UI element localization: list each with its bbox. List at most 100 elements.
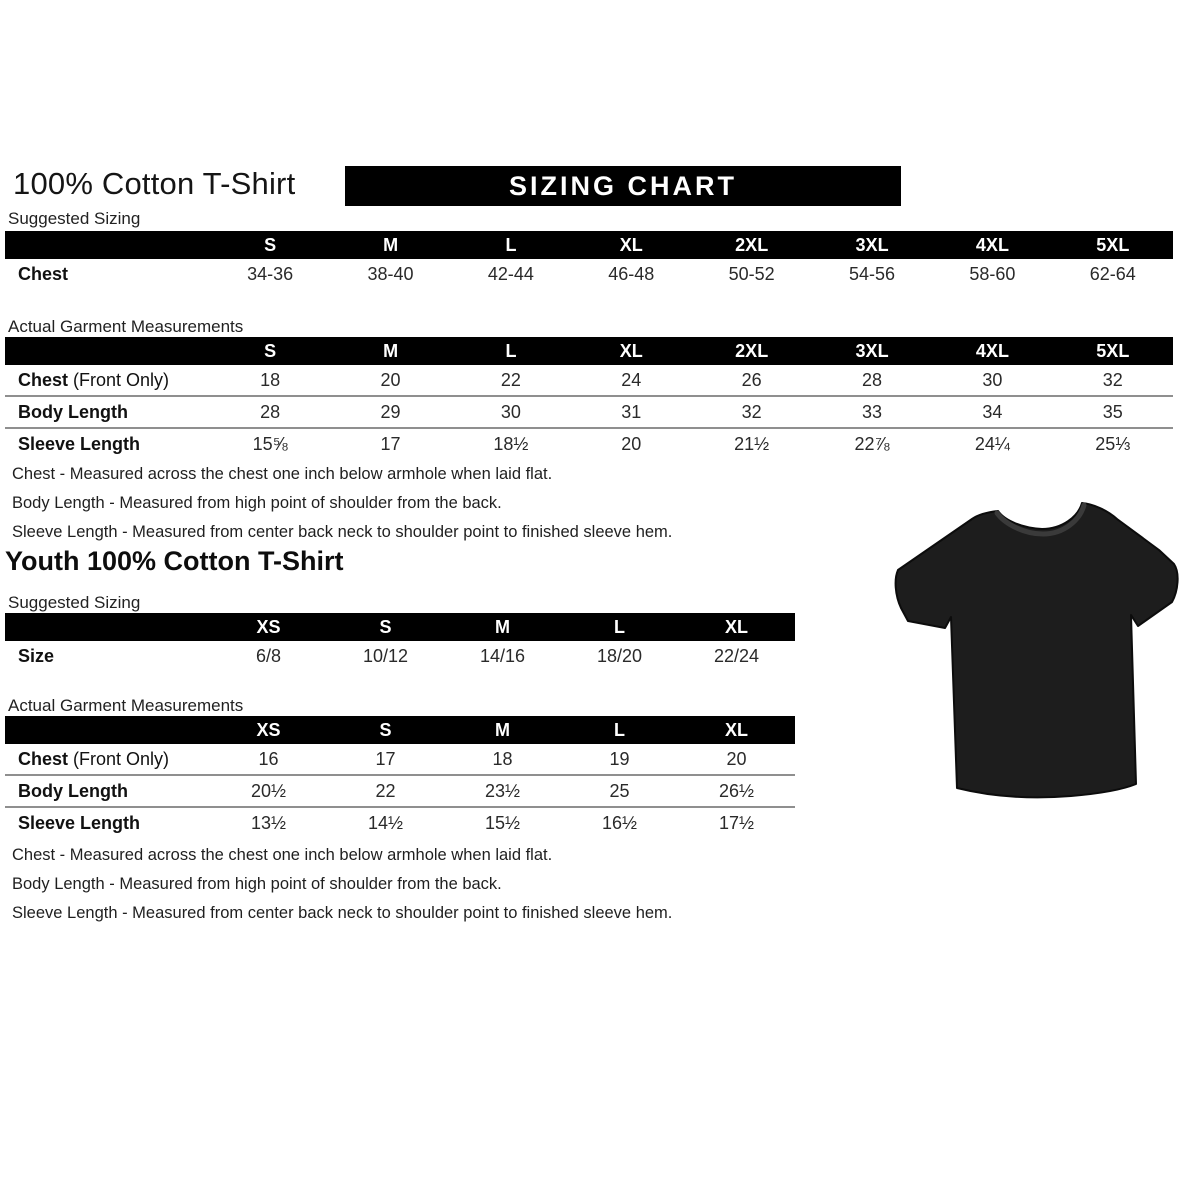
size-column-header: L	[505, 234, 517, 255]
measurement-value: 32	[1102, 369, 1123, 390]
measurement-value: 20	[726, 748, 747, 769]
measurement-value: 22	[375, 780, 396, 801]
size-column-header: 3XL	[855, 340, 889, 361]
size-column-header: S	[379, 719, 392, 740]
table-row: Chest (Front Only) 16 17 18 19 20	[5, 744, 795, 774]
measurement-note: Sleeve Length - Measured from center bac…	[12, 523, 673, 541]
table-row: Sleeve Length 13½ 14½ 15½ 16½ 17½	[5, 806, 795, 838]
adult-suggested-sizing-table: S M L XL 2XL 3XL 4XL 5XL Chest 34-36 38-40 42-44 46-…	[5, 231, 1173, 289]
row-label: Chest	[18, 263, 69, 284]
youth-page-title: Youth 100% Cotton T-Shirt	[5, 546, 344, 576]
row-label: Chest (Front Only)	[18, 748, 170, 769]
measurement-value: 18½	[493, 433, 529, 454]
measurement-note: Chest - Measured across the chest one in…	[12, 465, 553, 483]
measurement-value: 31	[621, 401, 642, 422]
page-title: 100% Cotton T-Shirt	[13, 166, 296, 201]
row-label: Chest (Front Only)	[18, 369, 170, 390]
size-column-header: M	[495, 616, 510, 637]
size-column-header: XS	[256, 616, 281, 637]
adult-actual-measurements-table: S M L XL 2XL 3XL 4XL 5XL Chest (Front Only) 18 20 2…	[5, 337, 1173, 459]
measurement-value: 26	[741, 369, 762, 390]
table-header-row: XS S M L XL	[5, 613, 795, 641]
measurement-value: 21½	[734, 433, 770, 454]
size-column-header: M	[495, 719, 510, 740]
adult-measurement-notes: Chest - Measured across the chest one in…	[12, 460, 672, 547]
row-label: Sleeve Length	[18, 812, 141, 833]
measurement-value: 46-48	[608, 263, 655, 284]
adult-actual-measurements-label: Actual Garment Measurements	[8, 317, 244, 336]
measurement-value: 16	[258, 748, 279, 769]
size-column-header: XL	[619, 340, 643, 361]
table-header-row: XS S M L XL	[5, 716, 795, 744]
table-row: Body Length 28 29 30 31 32 33 34 35	[5, 395, 1173, 427]
size-column-header: S	[264, 340, 277, 361]
size-column-header: 4XL	[975, 340, 1009, 361]
row-label: Body Length	[18, 780, 128, 801]
size-column-header: S	[264, 234, 277, 255]
table-header-row: S M L XL 2XL 3XL 4XL 5XL	[5, 337, 1173, 365]
youth-measurement-notes: Chest - Measured across the chest one in…	[12, 841, 672, 928]
measurement-value: 18/20	[596, 645, 643, 666]
measurement-value: 34	[982, 401, 1003, 422]
table-header-row: S M L XL 2XL 3XL 4XL 5XL	[5, 231, 1173, 259]
youth-suggested-sizing-label: Suggested Sizing	[8, 593, 141, 612]
measurement-value: 19	[609, 748, 630, 769]
size-column-header: XL	[724, 719, 748, 740]
measurement-value: 10/12	[362, 645, 409, 666]
youth-suggested-sizing-table: XS S M L XL Size 6/8 10/12 14/16 18/20 22/24	[5, 613, 795, 671]
measurement-value: 16½	[601, 812, 638, 833]
measurement-value: 32	[741, 401, 762, 422]
measurement-value: 28	[260, 401, 281, 422]
measurement-value: 34-36	[247, 263, 294, 284]
size-column-header: L	[614, 616, 625, 637]
size-column-header: 3XL	[855, 234, 889, 255]
size-column-header: 4XL	[975, 234, 1009, 255]
size-column-header: 2XL	[735, 340, 769, 361]
measurement-value: 30	[982, 369, 1003, 390]
measurement-value: 14/16	[479, 645, 526, 666]
measurement-value: 58-60	[969, 263, 1016, 284]
measurement-value: 29	[380, 401, 401, 422]
measurement-value: 24	[621, 369, 642, 390]
measurement-value: 17	[380, 433, 401, 454]
table-row: Chest (Front Only) 18 20 22 24 26 28 30 32	[5, 365, 1173, 395]
measurement-value: 14½	[367, 812, 404, 833]
measurement-value: 22/24	[713, 645, 760, 666]
measurement-value: 35	[1102, 401, 1123, 422]
measurement-value: 23½	[484, 780, 521, 801]
measurement-value: 15⅝	[252, 433, 288, 454]
youth-actual-measurements-label: Actual Garment Measurements	[8, 696, 244, 715]
measurement-value: 13½	[250, 812, 287, 833]
size-column-header: 5XL	[1096, 234, 1130, 255]
size-column-header: M	[383, 234, 399, 255]
measurement-value: 20	[380, 369, 401, 390]
size-column-header: XL	[724, 616, 748, 637]
size-column-header: L	[614, 719, 625, 740]
measurement-value: 22	[500, 369, 521, 390]
measurement-value: 33	[862, 401, 883, 422]
measurement-value: 17½	[718, 812, 755, 833]
measurement-value: 54-56	[849, 263, 896, 284]
table-row: Sleeve Length 15⅝ 17 18½ 20 21½ 22⅞ 24¼ 25⅓	[5, 427, 1173, 459]
measurement-value: 25	[609, 780, 630, 801]
row-label: Sleeve Length	[18, 433, 141, 454]
measurement-value: 18	[260, 369, 281, 390]
sizing-chart-banner: SIZING CHART	[345, 166, 901, 206]
table-row: Chest 34-36 38-40 42-44 46-48 50-52 54-56 58-60…	[5, 259, 1173, 289]
row-label: Size	[18, 645, 55, 666]
size-column-header: XL	[619, 234, 643, 255]
measurement-value: 24¼	[974, 433, 1010, 454]
size-column-header: L	[505, 340, 517, 361]
measurement-value: 20	[621, 433, 642, 454]
tshirt-collar	[994, 502, 1087, 537]
measurement-note: Body Length - Measured from high point o…	[12, 494, 502, 512]
measurement-value: 25⅓	[1095, 433, 1131, 454]
black-tshirt-image	[894, 502, 1179, 799]
measurement-value: 30	[500, 401, 521, 422]
measurement-value: 18	[492, 748, 513, 769]
measurement-note: Chest - Measured across the chest one in…	[12, 846, 553, 864]
row-label: Body Length	[18, 401, 128, 422]
size-column-header: XS	[256, 719, 281, 740]
measurement-value: 15½	[484, 812, 521, 833]
